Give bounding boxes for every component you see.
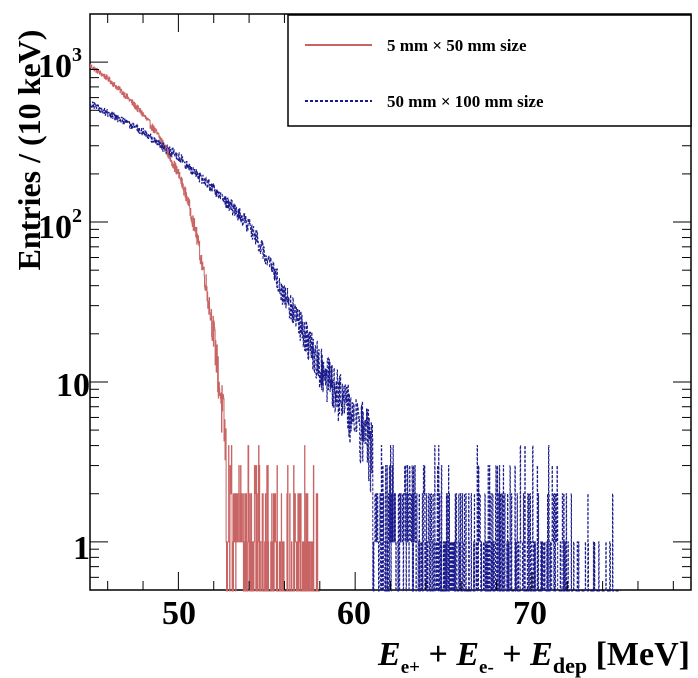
y-tick-label-10: 10 — [56, 367, 90, 404]
legend-label-series-2: 50 mm × 100 mm size — [387, 92, 544, 111]
x-title-sub-eplus: e+ — [401, 657, 420, 678]
x-title-sub-eminus: e- — [479, 657, 494, 678]
series-layer — [89, 64, 621, 592]
y-tick-label-100-base: 10 — [38, 209, 72, 246]
legend-box — [287, 14, 692, 127]
y-tick-label-1: 1 — [73, 530, 90, 567]
x-tick-labels: 50 60 70 — [162, 595, 547, 632]
y-tick-label-1000: 10 — [38, 48, 72, 85]
legend: 5 mm × 50 mm size 50 mm × 100 mm size — [287, 14, 692, 127]
x-title-sub-dep: dep — [553, 653, 587, 678]
y-axis-title: Entries / (10 keV) — [11, 30, 47, 271]
x-title-e2: E — [455, 636, 479, 673]
x-title-e1: E — [377, 636, 401, 673]
series-5mm-x-50mm — [89, 64, 320, 592]
x-title-unit: [MeV] — [587, 636, 690, 673]
frame-bottom-cover — [89, 591, 692, 593]
y-tick-label-1000-base: 10 — [38, 48, 72, 85]
histogram-line-series-0 — [89, 64, 320, 592]
histogram-line-series-1 — [89, 101, 621, 592]
y-tick-labels: 1 10 10 2 10 3 — [38, 44, 90, 567]
x-title-e3: E — [529, 636, 553, 673]
x-axis-title: Ee+ + Ee- + Edep [MeV] — [377, 636, 690, 678]
x-tick-label-70: 70 — [513, 595, 547, 632]
x-title-plus2: + — [494, 636, 530, 673]
x-title-plus1: + — [420, 636, 456, 673]
x-tick-label-60: 60 — [337, 595, 371, 632]
y-tick-label-100: 10 — [38, 209, 72, 246]
series-50mm-x-100mm — [89, 101, 621, 592]
x-tick-label-50: 50 — [162, 595, 196, 632]
legend-label-series-1: 5 mm × 50 mm size — [387, 36, 527, 55]
y-tick-label-100-exp: 2 — [72, 205, 82, 227]
y-tick-label-1000-exp: 3 — [72, 44, 82, 66]
